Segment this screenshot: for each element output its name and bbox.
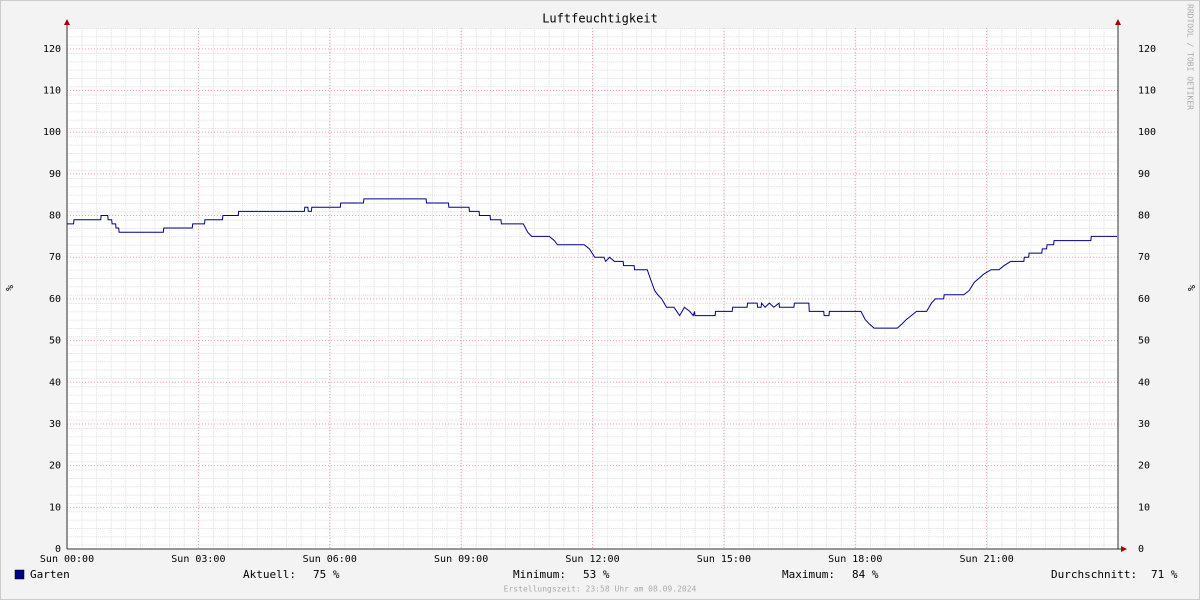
y2-tick-label: 80 bbox=[1138, 211, 1150, 222]
y-tick-label: 30 bbox=[49, 419, 61, 430]
y2-tick-label: 120 bbox=[1138, 44, 1156, 55]
legend-label: Garten bbox=[30, 568, 70, 581]
y-tick-label: 10 bbox=[49, 502, 61, 513]
y-tick-label: 80 bbox=[49, 211, 61, 222]
watermark: RRDTOOL / TOBI OETIKER bbox=[1186, 4, 1195, 110]
y2-tick-label: 20 bbox=[1138, 461, 1150, 472]
y-tick-label: 110 bbox=[43, 86, 61, 97]
stat-label: Aktuell: bbox=[243, 568, 296, 581]
axis-arrow bbox=[1121, 546, 1127, 552]
x-tick-label: Sun 18:00 bbox=[828, 554, 882, 565]
y-tick-label: 90 bbox=[49, 169, 61, 180]
legend: Garten bbox=[14, 568, 70, 581]
y-tick-label: 0 bbox=[55, 544, 61, 555]
stat-value: 84 % bbox=[852, 568, 879, 581]
x-tick-label: Sun 09:00 bbox=[434, 554, 488, 565]
y2-tick-label: 10 bbox=[1138, 502, 1150, 513]
line bbox=[67, 198, 1118, 329]
x-tick-label: Sun 21:00 bbox=[960, 554, 1014, 565]
stat-label: Durchschnitt: bbox=[1051, 568, 1137, 581]
y-tick-label: 60 bbox=[49, 294, 61, 305]
stat-label: Minimum: bbox=[513, 568, 566, 581]
y-tick-label: 70 bbox=[49, 252, 61, 263]
y-axis-label: % bbox=[5, 285, 16, 291]
minor-grid bbox=[67, 28, 1118, 549]
x-tick-label: Sun 06:00 bbox=[303, 554, 357, 565]
chart-title: Luftfeuchtigkeit bbox=[542, 12, 658, 26]
x-tick-label: Sun 15:00 bbox=[697, 554, 751, 565]
x-tick-label: Sun 03:00 bbox=[171, 554, 225, 565]
y2-tick-label: 90 bbox=[1138, 169, 1150, 180]
legend-swatch bbox=[14, 569, 25, 580]
axis-arrow bbox=[64, 19, 70, 25]
x-tick-label: Sun 12:00 bbox=[565, 554, 619, 565]
y2-tick-label: 50 bbox=[1138, 336, 1150, 347]
x-tick-label: Sun 00:00 bbox=[40, 554, 94, 565]
y-tick-label: 100 bbox=[43, 127, 61, 138]
y2-axis-label: % bbox=[1187, 285, 1198, 291]
grid bbox=[66, 28, 1118, 550]
footer: Erstellungszeit: 23:58 Uhr am 08.09.2024 bbox=[504, 585, 697, 594]
y2-tick-label: 100 bbox=[1138, 127, 1156, 138]
stat-value: 75 % bbox=[313, 568, 340, 581]
y2-tick-label: 0 bbox=[1138, 544, 1144, 555]
y-tick-label: 120 bbox=[43, 44, 61, 55]
y2-tick-label: 60 bbox=[1138, 294, 1150, 305]
y-tick-label: 40 bbox=[49, 377, 61, 388]
y-tick-label: 20 bbox=[49, 461, 61, 472]
y2-tick-label: 40 bbox=[1138, 377, 1150, 388]
y-tick-label: 50 bbox=[49, 336, 61, 347]
stat-value: 71 % bbox=[1151, 568, 1178, 581]
axis-arrow bbox=[1115, 19, 1121, 25]
y2-tick-label: 70 bbox=[1138, 252, 1150, 263]
stat-label: Maximum: bbox=[782, 568, 835, 581]
y2-tick-label: 110 bbox=[1138, 86, 1156, 97]
stat-value: 53 % bbox=[583, 568, 610, 581]
y2-tick-label: 30 bbox=[1138, 419, 1150, 430]
